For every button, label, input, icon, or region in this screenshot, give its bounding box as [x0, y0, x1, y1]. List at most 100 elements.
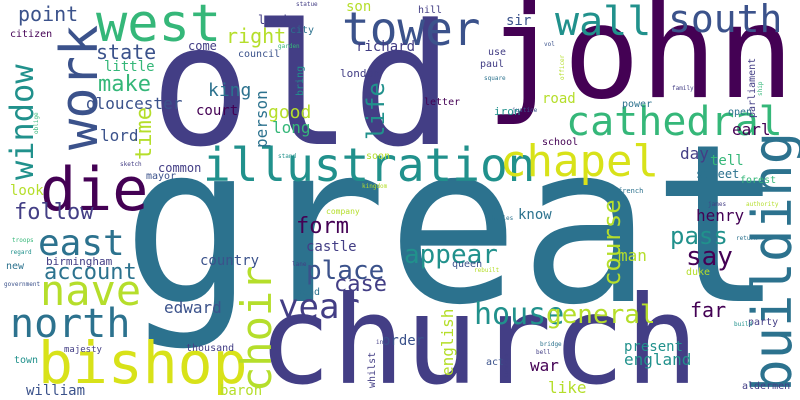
word-chapel: chapel: [500, 136, 659, 187]
word-common: common: [158, 161, 202, 175]
word-year: year: [278, 287, 360, 327]
word-tell: tell: [710, 153, 744, 169]
word-mayor: mayor: [146, 171, 177, 182]
word-far: far: [690, 298, 727, 322]
word-majesty: majesty: [64, 345, 102, 355]
word-choir: choir: [232, 265, 281, 392]
word-return: return: [736, 235, 758, 242]
word-london: london: [340, 67, 380, 80]
word-sir: sir: [506, 13, 532, 29]
word-west: west: [96, 0, 222, 54]
word-gloucester: gloucester: [86, 94, 183, 113]
word-use: use: [488, 47, 507, 58]
word-john: john: [486, 0, 795, 128]
word-war: war: [530, 356, 559, 375]
word-soon: soon: [366, 151, 391, 162]
word-person: person: [252, 90, 271, 148]
word-bell: bell: [536, 349, 551, 356]
word-commons: commons: [503, 352, 510, 378]
word-lord: lord: [100, 126, 139, 145]
word-east: east: [38, 223, 125, 264]
word-building: building: [741, 131, 800, 392]
word-bridge: bridge: [540, 341, 562, 348]
word-street: street: [696, 167, 740, 181]
word-man: man: [618, 246, 647, 265]
word-country: country: [200, 253, 260, 269]
word-order: order: [382, 333, 425, 349]
word-william: william: [26, 383, 86, 399]
word-stand: stand: [278, 153, 297, 160]
word-lane: lane: [292, 261, 307, 268]
word-thousand: thousand: [186, 343, 235, 354]
word-old: old: [150, 0, 454, 184]
word-duke: duke: [686, 267, 711, 278]
word-new: new: [6, 261, 25, 272]
word-pass: pass: [670, 222, 728, 250]
word-say: say: [686, 242, 733, 272]
word-james: james: [708, 201, 727, 208]
word-nave: nave: [40, 266, 142, 315]
word-edward: edward: [164, 298, 222, 317]
word-state: state: [96, 40, 157, 64]
word-send: send: [296, 287, 321, 298]
word-charles: charles: [488, 215, 514, 222]
word-officer: officer: [559, 54, 566, 80]
word-government: government: [4, 281, 41, 288]
word-north: north: [10, 301, 131, 347]
word-city: city: [290, 25, 315, 36]
word-illustration: illustration: [203, 138, 536, 192]
word-henry: henry: [696, 206, 745, 225]
word-come: come: [188, 39, 217, 53]
word-iron: iron: [494, 105, 521, 118]
word-open: open: [728, 107, 753, 118]
word-course: course: [598, 199, 626, 286]
word-whilst: whilst: [367, 351, 378, 388]
word-church: church: [258, 270, 699, 400]
word-authority: authority: [746, 201, 779, 208]
word-case: case: [334, 272, 387, 297]
word-general: general: [546, 300, 656, 330]
word-garden: garden: [278, 43, 300, 50]
word-tower: tower: [342, 2, 481, 56]
word-power: power: [622, 99, 653, 110]
word-forest: forest: [740, 175, 777, 186]
word-letter: letter: [424, 97, 461, 108]
word-bring: bring: [295, 65, 306, 96]
word-king: king: [208, 80, 252, 101]
word-justice: justice: [512, 107, 538, 114]
word-road: road: [542, 91, 576, 107]
word-inn: inn: [376, 339, 387, 346]
word-know: know: [518, 207, 552, 223]
word-appear: appear: [404, 240, 498, 270]
word-richard: richard: [356, 39, 416, 55]
word-kingdom: kingdom: [362, 183, 388, 190]
word-form: form: [296, 214, 349, 239]
word-cathedral: cathedral: [566, 99, 783, 145]
word-long: long: [272, 118, 311, 137]
word-rebuilt: rebuilt: [474, 267, 500, 274]
word-point: point: [18, 2, 79, 26]
word-make: make: [98, 72, 151, 97]
word-little: little: [104, 59, 155, 75]
word-earl: earl: [732, 120, 771, 139]
word-school: school: [542, 137, 579, 148]
word-paul: paul: [480, 59, 505, 70]
word-life: life: [362, 82, 390, 140]
word-build: build: [734, 321, 753, 328]
word-council: council: [238, 49, 281, 60]
word-ship: ship: [757, 81, 764, 96]
word-aldermen: aldermen: [742, 381, 791, 392]
word-statue: statue: [296, 1, 318, 8]
word-party: party: [748, 317, 779, 328]
word-citizen: citizen: [10, 29, 53, 40]
word-wall: wall: [555, 0, 652, 45]
word-like: like: [548, 378, 587, 397]
word-oblige: oblige: [33, 112, 40, 134]
word-bishop: bishop: [38, 329, 248, 397]
word-sketch: sketch: [120, 161, 142, 168]
word-england: england: [624, 350, 692, 369]
word-family: family: [672, 85, 694, 92]
word-present: present: [624, 339, 684, 355]
word-square: square: [484, 75, 506, 82]
